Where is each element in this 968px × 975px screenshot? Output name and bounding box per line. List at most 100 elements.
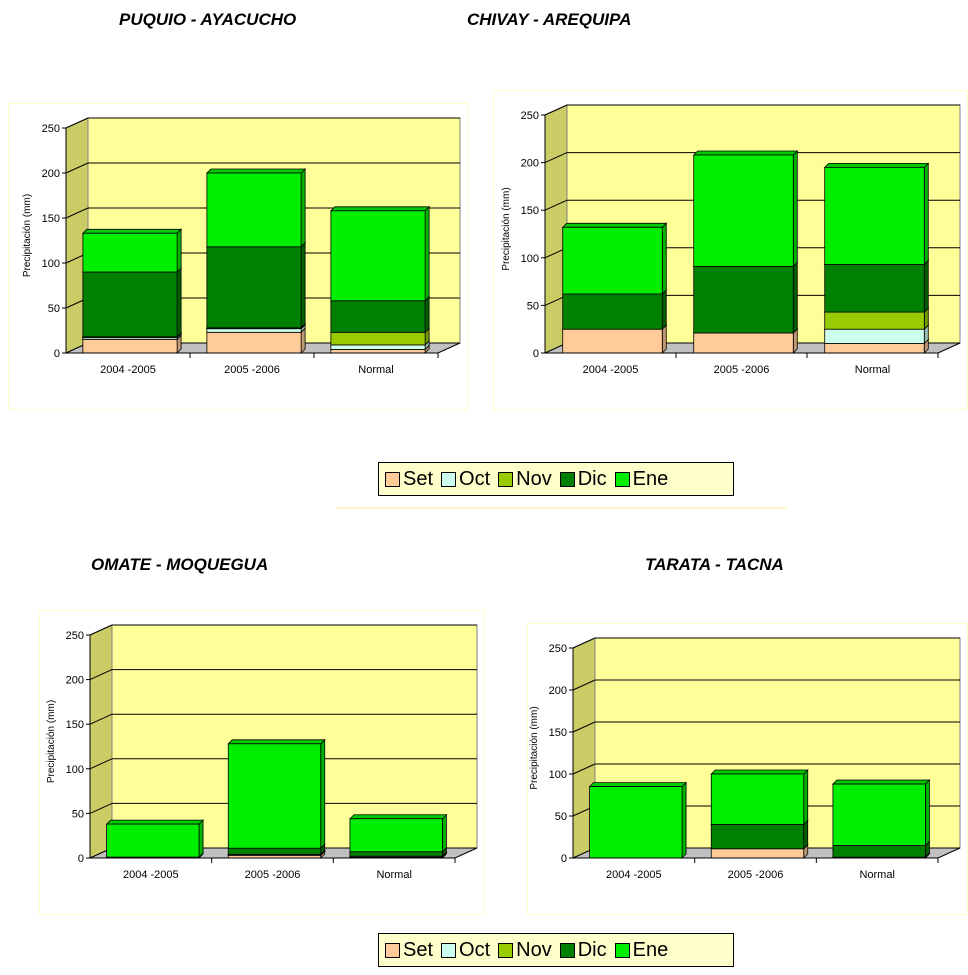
bar-top [823,162,930,168]
chart-title-chivay: CHIVAY - AREQUIPA [467,10,632,29]
bar-top [831,779,931,785]
gridline-side [89,624,113,636]
legend-swatch [498,471,514,487]
gridline-side [572,679,596,691]
bar-side [792,261,798,334]
chart-title-omate: OMATE - MOQUEGUA [91,555,269,574]
gridline-side [572,637,596,649]
bar-front [693,265,794,334]
bar-front [330,300,426,333]
legend-swatch [559,471,575,487]
legend-item-oct: Oct [441,939,490,962]
legend-bottom: Set Oct Nov Dic Ene [378,933,734,967]
bar-segment-ene [348,813,448,853]
x-tick-label: 2004 -2005 [606,869,662,881]
bar-front [693,332,794,354]
gridline-side [544,152,568,164]
gridline-side [89,713,113,725]
y-tick-label: 200 [549,685,567,697]
legend-item-dic: Dic [559,467,607,491]
bar-front [710,848,805,859]
bar-front [206,328,302,333]
gridline-side [89,802,113,814]
y-tick-label: 0 [54,348,60,360]
legend-label: Nov [516,467,552,490]
bar-side [300,168,306,248]
gridline-side [65,207,89,219]
legend-swatch [559,942,575,958]
legend-label: Oct [459,938,491,961]
x-tick-label: Normal [855,364,890,376]
y-tick-label: 200 [42,168,60,180]
y-tick-label: 50 [555,811,567,823]
y-tick-label: 50 [527,300,539,312]
legend-item-oct: Oct [441,468,490,491]
x-tick-label: Normal [859,869,894,881]
bar-front [710,823,805,850]
y-tick-label: 50 [72,808,84,820]
bar-front [106,823,200,858]
bar-top [105,819,205,825]
gridline-side [572,721,596,733]
bar-top [561,222,668,228]
bar-side [661,289,667,331]
y-tick-label: 100 [66,764,84,776]
bar-front [693,154,794,267]
x-tick-label: Normal [376,869,411,881]
bar-side [176,267,182,338]
legend-swatch [614,942,630,958]
bar-front [227,743,322,849]
bar-front [562,328,663,354]
bar-side [198,819,204,859]
bar-front [330,331,426,346]
bar-segment-dic [561,289,668,331]
bar-top [329,206,431,212]
y-tick-label: 50 [48,303,60,315]
legend-swatch [441,942,457,958]
y-tick-label: 100 [521,253,539,265]
bar-front [349,851,443,857]
bar-front [562,226,663,295]
bar-top [348,814,448,820]
bar-side [661,222,667,295]
y-axis-label: Precipitación (mm) [529,706,540,789]
bar-front [206,331,302,354]
bar-side [681,781,687,859]
bar-side [924,779,930,847]
legend-top-shadow [336,507,786,509]
bar-front [82,232,178,273]
bar-top [227,739,326,745]
bar-segment-ene [105,819,205,859]
bar-front [206,172,302,248]
bar-front [824,166,925,265]
bar-front [824,264,925,313]
chart-title-tarata: TARATA - TACNA [645,555,784,574]
bar-front [330,210,426,302]
y-tick-label: 150 [549,727,567,739]
legend-label: Set [403,467,434,490]
chart-chivay: 0 50 100 150 200 250 Precipitación (mm) 2004 -2… [493,90,968,410]
chart-omate: 0 50 100 150 200 250 Precipitación (mm) 2004 -2… [39,610,485,915]
bar-segment-ene [81,228,183,273]
legend-label: Ene [632,467,669,490]
legend-label: Dic [577,467,607,490]
bar-segment-ene [692,150,799,268]
legend-swatch [614,471,630,487]
gridline-side [572,763,596,775]
legend-label: Set [403,938,434,961]
legend-item-dic: Dic [559,939,607,962]
bar-side [424,205,430,302]
bar-front [82,271,178,338]
y-tick-label: 0 [78,853,84,865]
bar-side [300,241,306,329]
x-tick-label: 2005 -2006 [245,869,301,881]
bar-front [206,246,302,329]
gridline-side [65,162,89,174]
bar-front [832,783,926,846]
y-tick-label: 150 [66,719,84,731]
legend-swatch [441,471,457,487]
bar-segment-ene [205,168,307,248]
y-tick-label: 250 [549,643,567,655]
y-tick-label: 100 [549,769,567,781]
bar-front [832,844,926,858]
